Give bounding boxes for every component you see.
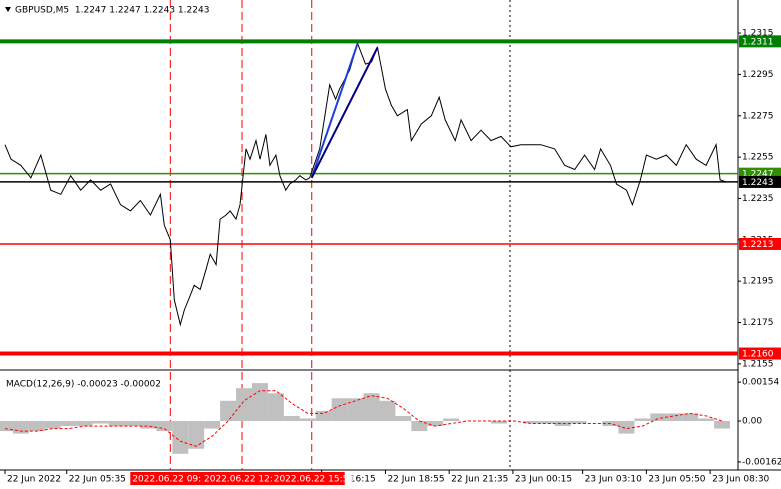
y-tick-label: 1.2195 [742,277,774,287]
macd-bar [331,398,348,421]
event-label-text: 2022.06.22 09:5 [132,475,207,485]
macd-bar [124,421,141,427]
level-label: 1.2243 [742,178,774,188]
macd-bar [28,421,45,432]
macd-bar [666,413,683,421]
macd-bar [156,421,173,432]
macd-bar [108,421,125,427]
macd-bar [347,398,364,421]
x-tick-label: 22 Jun 05:35 [69,475,126,485]
macd-bar [267,393,284,421]
macd-bar [299,418,316,421]
y-tick-label: 1.2295 [742,70,774,80]
event-label-box [271,472,345,485]
level-label: 1.2213 [742,240,774,250]
macd-bar [76,421,93,427]
level-label-box [739,175,781,188]
macd-bar [12,421,29,434]
macd-bar [283,415,300,421]
y-tick-label: -0.00162 [742,457,781,467]
event-label-text: 2022.06.22 15:50 [274,475,355,485]
y-tick-label: 0.00154 [742,378,779,388]
event-label-text: 2022.06.22 12:5 [204,475,279,485]
macd-bar [44,421,61,429]
macd-bar [554,421,571,427]
macd-bar [251,383,268,421]
y-tick-label: 0.00 [742,417,762,427]
macd-bar [92,421,109,424]
macd-bar [315,410,332,421]
x-tick-label: 23 Jun 00:15 [515,475,572,485]
x-tick-label: 16:15 [350,475,376,485]
x-tick-label: 22 Jun 21:35 [451,475,508,485]
macd-bar [379,400,396,421]
macd-bar [427,421,444,427]
macd-bar [714,421,731,429]
chart-title: GBPUSD,M5 1.2247 1.2247 1.2243 1.2243 [15,6,209,16]
signal-line [4,390,723,447]
y-tick-label: 1.2155 [742,359,774,369]
event-label: 2022.06.22 15:50 [271,472,355,485]
y-tick-label: 1.2255 [742,153,774,163]
level-label: 1.2311 [742,37,774,47]
level-label-box [739,347,781,360]
macd-bar [522,421,539,424]
macd-bar [204,421,221,429]
level-label: 1.2247 [742,170,774,180]
level-label-box [739,35,781,48]
y-tick-label: 1.2175 [742,318,774,328]
macd-bar [650,413,667,421]
macd-bar [411,421,428,432]
macd-bar [682,413,699,421]
macd-bar [363,393,380,421]
symbol-menu-icon[interactable] [5,7,11,12]
macd-bar [172,421,189,454]
event-label: 2022.06.22 12:5 [202,472,279,485]
macd-bar [698,418,715,421]
macd-bar [443,418,460,421]
x-tick-label: 22 Jun 2022 [7,475,61,485]
macd-bar [188,421,205,449]
price-line [4,41,727,327]
macd-bar [60,421,77,427]
trend-line [310,47,379,179]
y-tick-label: 1.2315 [742,29,774,39]
macd-bar [0,421,13,432]
macd-bar [220,400,237,421]
x-tick-label: 23 Jun 05:50 [648,475,705,485]
level-label-box [739,237,781,250]
event-label-box [130,472,204,485]
macd-bar [538,421,555,424]
macd-bar [395,415,412,421]
event-label: 2022.06.22 09:5 [130,472,207,485]
macd-bar [618,421,635,434]
level-label: 1.2160 [742,350,774,360]
macd-bar [140,421,157,429]
x-tick-label: 23 Jun 03:10 [585,475,642,485]
macd-bar [570,421,587,424]
macd-title: MACD(12,26,9) -0.00023 -0.00002 [6,380,161,390]
y-tick-label: 1.2235 [742,194,774,204]
x-tick-label: 23 Jun 08:30 [712,475,769,485]
x-tick-label: 22 Jun 18:55 [387,475,444,485]
macd-bar [236,388,252,421]
event-label-box [202,472,276,485]
macd-bar [634,418,651,421]
trend-line [310,43,359,179]
y-tick-label: 1.2275 [742,111,774,121]
macd-bar [491,421,507,424]
